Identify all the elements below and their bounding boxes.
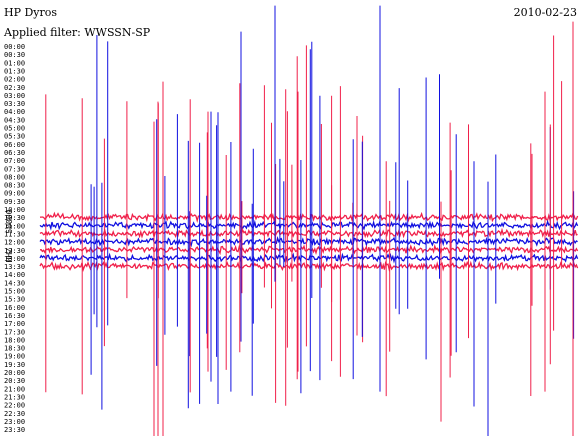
hour-label: 11:30 bbox=[4, 230, 25, 238]
hour-label: 06:30 bbox=[4, 149, 25, 157]
hour-label: 02:00 bbox=[4, 76, 25, 84]
hour-labels: 00:0000:3001:0001:3002:0002:3003:0003:30… bbox=[4, 43, 25, 434]
hour-label: 02:30 bbox=[4, 84, 25, 92]
hour-label: 23:00 bbox=[4, 418, 25, 426]
hour-label: 04:30 bbox=[4, 116, 25, 124]
hour-label: 03:00 bbox=[4, 92, 25, 100]
hour-label: 11:00 bbox=[4, 222, 25, 230]
filter-label: Applied filter: WWSSN-SP bbox=[4, 26, 151, 39]
hour-label: 04:00 bbox=[4, 108, 25, 116]
hour-label: 22:30 bbox=[4, 410, 25, 418]
hour-label: 10:00 bbox=[4, 206, 25, 214]
hour-label: 16:30 bbox=[4, 312, 25, 320]
hour-label: 19:30 bbox=[4, 361, 25, 369]
hour-label: 15:00 bbox=[4, 288, 25, 296]
trace-row bbox=[39, 211, 579, 223]
hour-label: 00:00 bbox=[4, 43, 25, 51]
hour-label: 17:00 bbox=[4, 320, 25, 328]
hour-label: 20:30 bbox=[4, 377, 25, 385]
hour-label: 21:30 bbox=[4, 393, 25, 401]
hour-label: 18:00 bbox=[4, 336, 25, 344]
hour-label: 05:00 bbox=[4, 125, 25, 133]
hour-label: 20:00 bbox=[4, 369, 25, 377]
hour-label: 09:00 bbox=[4, 190, 25, 198]
hour-label: 17:30 bbox=[4, 328, 25, 336]
hour-label: 06:00 bbox=[4, 141, 25, 149]
spikes bbox=[45, 5, 575, 436]
hour-label: 21:00 bbox=[4, 385, 25, 393]
hour-label: 08:00 bbox=[4, 173, 25, 181]
hour-label: 14:00 bbox=[4, 271, 25, 279]
hour-label: 03:30 bbox=[4, 100, 25, 108]
hour-label: 13:00 bbox=[4, 255, 25, 263]
hour-label: 00:30 bbox=[4, 51, 25, 59]
trace-row bbox=[39, 219, 579, 231]
hour-label: 18:30 bbox=[4, 345, 25, 353]
trace-row bbox=[39, 244, 579, 256]
hour-label: 12:00 bbox=[4, 239, 25, 247]
hour-label: 07:30 bbox=[4, 165, 25, 173]
hour-label: 01:00 bbox=[4, 59, 25, 67]
date-label: 2010-02-23 bbox=[513, 6, 577, 19]
trace-row bbox=[39, 227, 578, 239]
hour-label: 12:30 bbox=[4, 247, 25, 255]
hour-label: 13:30 bbox=[4, 263, 25, 271]
station-title: HP Dyros bbox=[4, 6, 58, 19]
hour-label: 07:00 bbox=[4, 157, 25, 165]
trace-row bbox=[39, 260, 579, 273]
hour-label: 22:00 bbox=[4, 402, 25, 410]
hour-label: 09:30 bbox=[4, 198, 25, 206]
hour-label: 08:30 bbox=[4, 182, 25, 190]
hour-label: 10:30 bbox=[4, 214, 25, 222]
traces bbox=[39, 211, 579, 273]
hour-label: 15:30 bbox=[4, 296, 25, 304]
hour-label: 01:30 bbox=[4, 67, 25, 75]
trace-row bbox=[39, 252, 579, 264]
hour-label: 05:30 bbox=[4, 133, 25, 141]
hour-label: 16:00 bbox=[4, 304, 25, 312]
hour-label: 23:30 bbox=[4, 426, 25, 434]
hour-label: 19:00 bbox=[4, 353, 25, 361]
trace-row bbox=[39, 236, 578, 248]
hour-label: 14:30 bbox=[4, 279, 25, 287]
